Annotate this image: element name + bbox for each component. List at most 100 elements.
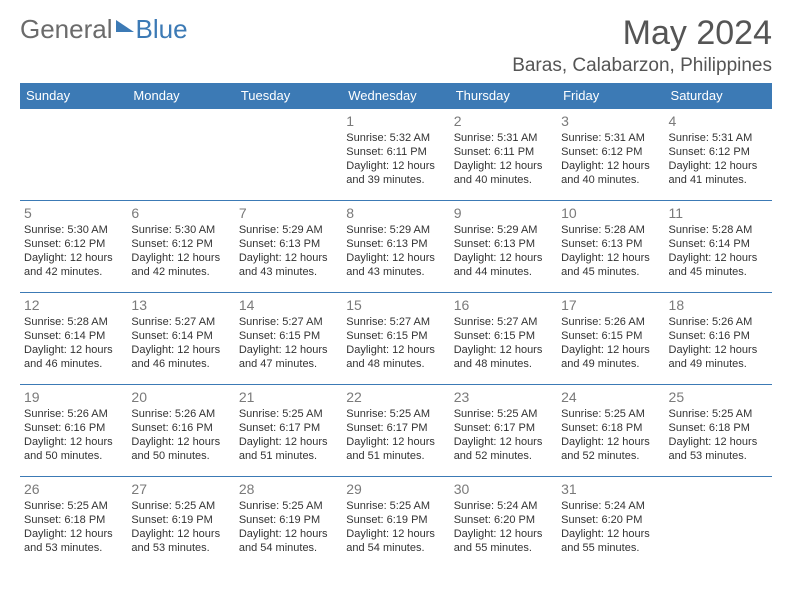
day-details: Sunrise: 5:25 AMSunset: 6:19 PMDaylight:… xyxy=(131,499,230,555)
day-details: Sunrise: 5:29 AMSunset: 6:13 PMDaylight:… xyxy=(454,223,553,279)
day-details: Sunrise: 5:26 AMSunset: 6:16 PMDaylight:… xyxy=(131,407,230,463)
calendar-cell: 30 Sunrise: 5:24 AMSunset: 6:20 PMDayligh… xyxy=(450,477,557,569)
calendar-cell: 20 Sunrise: 5:26 AMSunset: 6:16 PMDayligh… xyxy=(127,385,234,477)
day-details: Sunrise: 5:28 AMSunset: 6:13 PMDaylight:… xyxy=(561,223,660,279)
calendar-cell: 3 Sunrise: 5:31 AMSunset: 6:12 PMDaylight… xyxy=(557,109,664,201)
day-number: 1 xyxy=(346,113,445,129)
day-details: Sunrise: 5:28 AMSunset: 6:14 PMDaylight:… xyxy=(669,223,768,279)
calendar-row: 5 Sunrise: 5:30 AMSunset: 6:12 PMDaylight… xyxy=(20,201,772,293)
day-number: 12 xyxy=(24,297,123,313)
calendar-cell: 25 Sunrise: 5:25 AMSunset: 6:18 PMDayligh… xyxy=(665,385,772,477)
day-details: Sunrise: 5:26 AMSunset: 6:16 PMDaylight:… xyxy=(24,407,123,463)
day-details: Sunrise: 5:26 AMSunset: 6:16 PMDaylight:… xyxy=(669,315,768,371)
calendar-cell: 28Sunrise: 5:25 AMSunset: 6:19 PMDayligh… xyxy=(235,477,342,569)
day-details: Sunrise: 5:25 AMSunset: 6:17 PMDaylight:… xyxy=(239,407,338,463)
day-details: Sunrise: 5:31 AMSunset: 6:12 PMDaylight:… xyxy=(669,131,768,187)
day-details: Sunrise: 5:27 AMSunset: 6:14 PMDaylight:… xyxy=(131,315,230,371)
calendar-cell: 18 Sunrise: 5:26 AMSunset: 6:16 PMDayligh… xyxy=(665,293,772,385)
title-block: May 2024 Baras, Calabarzon, Philippines xyxy=(512,14,772,77)
day-header-thursday: Thursday xyxy=(450,83,557,109)
day-number: 9 xyxy=(454,205,553,221)
calendar-cell: 1 Sunrise: 5:32 AMSunset: 6:11 PMDaylight… xyxy=(342,109,449,201)
day-number: 17 xyxy=(561,297,660,313)
day-number: 5 xyxy=(24,205,123,221)
day-details: Sunrise: 5:25 AMSunset: 6:18 PMDaylight:… xyxy=(24,499,123,555)
day-number: 20 xyxy=(131,389,230,405)
calendar-cell: 4 Sunrise: 5:31 AMSunset: 6:12 PMDaylight… xyxy=(665,109,772,201)
day-details: Sunrise: 5:27 AMSunset: 6:15 PMDaylight:… xyxy=(346,315,445,371)
calendar-header-row: SundayMondayTuesdayWednesdayThursdayFrid… xyxy=(20,83,772,109)
calendar-cell: 12 Sunrise: 5:28 AMSunset: 6:14 PMDayligh… xyxy=(20,293,127,385)
calendar-row: 1 Sunrise: 5:32 AMSunset: 6:11 PMDaylight… xyxy=(20,109,772,201)
day-number: 25 xyxy=(669,389,768,405)
day-details: Sunrise: 5:29 AMSunset: 6:13 PMDaylight:… xyxy=(346,223,445,279)
day-number: 27 xyxy=(131,481,230,497)
calendar-cell: 19 Sunrise: 5:26 AMSunset: 6:16 PMDayligh… xyxy=(20,385,127,477)
calendar-cell: 26Sunrise: 5:25 AMSunset: 6:18 PMDayligh… xyxy=(20,477,127,569)
day-details: Sunrise: 5:30 AMSunset: 6:12 PMDaylight:… xyxy=(24,223,123,279)
day-details: Sunrise: 5:29 AMSunset: 6:13 PMDaylight:… xyxy=(239,223,338,279)
day-number: 28 xyxy=(239,481,338,497)
day-number: 14 xyxy=(239,297,338,313)
day-number: 11 xyxy=(669,205,768,221)
calendar-cell xyxy=(127,109,234,201)
day-details: Sunrise: 5:25 AMSunset: 6:18 PMDaylight:… xyxy=(561,407,660,463)
calendar-cell: 24 Sunrise: 5:25 AMSunset: 6:18 PMDayligh… xyxy=(557,385,664,477)
calendar-cell xyxy=(665,477,772,569)
calendar-cell: 27 Sunrise: 5:25 AMSunset: 6:19 PMDayligh… xyxy=(127,477,234,569)
day-details: Sunrise: 5:28 AMSunset: 6:14 PMDaylight:… xyxy=(24,315,123,371)
calendar-cell xyxy=(235,109,342,201)
calendar-cell: 17 Sunrise: 5:26 AMSunset: 6:15 PMDayligh… xyxy=(557,293,664,385)
calendar-cell: 14Sunrise: 5:27 AMSunset: 6:15 PMDayligh… xyxy=(235,293,342,385)
calendar-cell: 11 Sunrise: 5:28 AMSunset: 6:14 PMDayligh… xyxy=(665,201,772,293)
day-number: 23 xyxy=(454,389,553,405)
day-details: Sunrise: 5:25 AMSunset: 6:18 PMDaylight:… xyxy=(669,407,768,463)
calendar-body: 1 Sunrise: 5:32 AMSunset: 6:11 PMDaylight… xyxy=(20,109,772,569)
page-title: May 2024 xyxy=(512,14,772,53)
day-details: Sunrise: 5:32 AMSunset: 6:11 PMDaylight:… xyxy=(346,131,445,187)
day-number: 13 xyxy=(131,297,230,313)
calendar-cell: 29Sunrise: 5:25 AMSunset: 6:19 PMDayligh… xyxy=(342,477,449,569)
day-number: 30 xyxy=(454,481,553,497)
calendar-cell: 16Sunrise: 5:27 AMSunset: 6:15 PMDayligh… xyxy=(450,293,557,385)
calendar-cell: 8Sunrise: 5:29 AMSunset: 6:13 PMDaylight… xyxy=(342,201,449,293)
day-header-wednesday: Wednesday xyxy=(342,83,449,109)
day-header-saturday: Saturday xyxy=(665,83,772,109)
day-header-tuesday: Tuesday xyxy=(235,83,342,109)
day-details: Sunrise: 5:31 AMSunset: 6:11 PMDaylight:… xyxy=(454,131,553,187)
day-header-sunday: Sunday xyxy=(20,83,127,109)
day-details: Sunrise: 5:27 AMSunset: 6:15 PMDaylight:… xyxy=(454,315,553,371)
day-header-monday: Monday xyxy=(127,83,234,109)
calendar-row: 26Sunrise: 5:25 AMSunset: 6:18 PMDayligh… xyxy=(20,477,772,569)
day-details: Sunrise: 5:24 AMSunset: 6:20 PMDaylight:… xyxy=(561,499,660,555)
calendar-cell: 2 Sunrise: 5:31 AMSunset: 6:11 PMDaylight… xyxy=(450,109,557,201)
day-number: 15 xyxy=(346,297,445,313)
day-details: Sunrise: 5:26 AMSunset: 6:15 PMDaylight:… xyxy=(561,315,660,371)
day-number: 6 xyxy=(131,205,230,221)
day-details: Sunrise: 5:24 AMSunset: 6:20 PMDaylight:… xyxy=(454,499,553,555)
day-number: 4 xyxy=(669,113,768,129)
calendar-cell: 15 Sunrise: 5:27 AMSunset: 6:15 PMDayligh… xyxy=(342,293,449,385)
calendar-cell: 9 Sunrise: 5:29 AMSunset: 6:13 PMDaylight… xyxy=(450,201,557,293)
calendar-table: SundayMondayTuesdayWednesdayThursdayFrid… xyxy=(20,83,772,569)
day-details: Sunrise: 5:31 AMSunset: 6:12 PMDaylight:… xyxy=(561,131,660,187)
calendar-cell xyxy=(20,109,127,201)
logo: General Blue xyxy=(20,14,188,45)
day-number: 29 xyxy=(346,481,445,497)
calendar-cell: 10 Sunrise: 5:28 AMSunset: 6:13 PMDayligh… xyxy=(557,201,664,293)
calendar-cell: 31Sunrise: 5:24 AMSunset: 6:20 PMDayligh… xyxy=(557,477,664,569)
day-details: Sunrise: 5:30 AMSunset: 6:12 PMDaylight:… xyxy=(131,223,230,279)
day-number: 10 xyxy=(561,205,660,221)
day-number: 18 xyxy=(669,297,768,313)
day-details: Sunrise: 5:25 AMSunset: 6:17 PMDaylight:… xyxy=(454,407,553,463)
location-text: Baras, Calabarzon, Philippines xyxy=(512,55,772,77)
calendar-row: 12 Sunrise: 5:28 AMSunset: 6:14 PMDayligh… xyxy=(20,293,772,385)
day-number: 24 xyxy=(561,389,660,405)
calendar-cell: 7 Sunrise: 5:29 AMSunset: 6:13 PMDaylight… xyxy=(235,201,342,293)
day-number: 3 xyxy=(561,113,660,129)
day-number: 2 xyxy=(454,113,553,129)
day-number: 22 xyxy=(346,389,445,405)
calendar-cell: 13 Sunrise: 5:27 AMSunset: 6:14 PMDayligh… xyxy=(127,293,234,385)
day-number: 19 xyxy=(24,389,123,405)
day-number: 7 xyxy=(239,205,338,221)
